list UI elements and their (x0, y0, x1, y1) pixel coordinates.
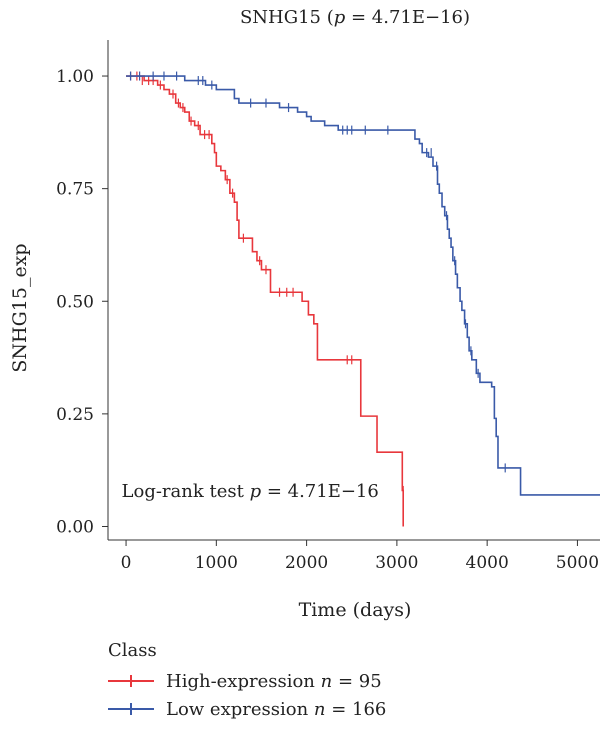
y-tick-label: 0.75 (56, 180, 94, 200)
legend-item-low: Low expression n = 166 (108, 695, 386, 723)
legend-key-high-icon (108, 675, 154, 687)
chart-title: SNHG15 (p = 4.71E−16) (240, 7, 470, 28)
annotation-p: p (250, 481, 262, 502)
y-tick-label: 1.00 (56, 67, 94, 87)
chart-title-p: p (334, 7, 346, 28)
chart-title-rest: = 4.71E−16) (345, 7, 470, 28)
x-tick-label: 0 (121, 553, 132, 573)
x-axis: 0 1000 2000 3000 4000 5000 (108, 539, 600, 573)
x-ticks: 0 1000 2000 3000 4000 5000 (121, 540, 599, 573)
x-tick-label: 4000 (466, 553, 509, 573)
y-tick-label: 0.50 (56, 292, 94, 312)
x-axis-label: Time (days) (299, 599, 412, 621)
high-expression-curve (126, 75, 404, 527)
legend-label-high: High-expression n = 95 (166, 670, 382, 692)
y-axis: 0.00 0.25 0.50 0.75 1.00 (56, 40, 109, 540)
annotation-prefix: Log-rank test (122, 481, 250, 502)
chart-title-prefix: SNHG15 ( (240, 7, 334, 28)
x-tick-label: 2000 (285, 553, 328, 573)
legend-label-low: Low expression n = 166 (166, 698, 387, 720)
legend-title: Class (108, 640, 157, 661)
x-tick-label: 5000 (556, 553, 599, 573)
legend-key-low-icon (108, 703, 154, 715)
x-tick-label: 3000 (375, 553, 418, 573)
y-tick-label: 0.00 (56, 517, 94, 537)
annotation-suffix: = 4.71E−16 (261, 481, 379, 502)
legend-item-high: High-expression n = 95 (108, 667, 386, 695)
y-tick-label: 0.25 (56, 405, 94, 425)
legend: Class High-expression n = 95 Low express… (108, 640, 386, 723)
log-rank-annotation: Log-rank test p = 4.71E−16 (122, 481, 379, 502)
survival-curves (126, 71, 600, 527)
low-expression-curve (126, 75, 600, 496)
x-tick-label: 1000 (195, 553, 238, 573)
y-axis-label: SNHG15_exp (9, 243, 31, 372)
y-ticks: 0.00 0.25 0.50 0.75 1.00 (56, 67, 108, 537)
